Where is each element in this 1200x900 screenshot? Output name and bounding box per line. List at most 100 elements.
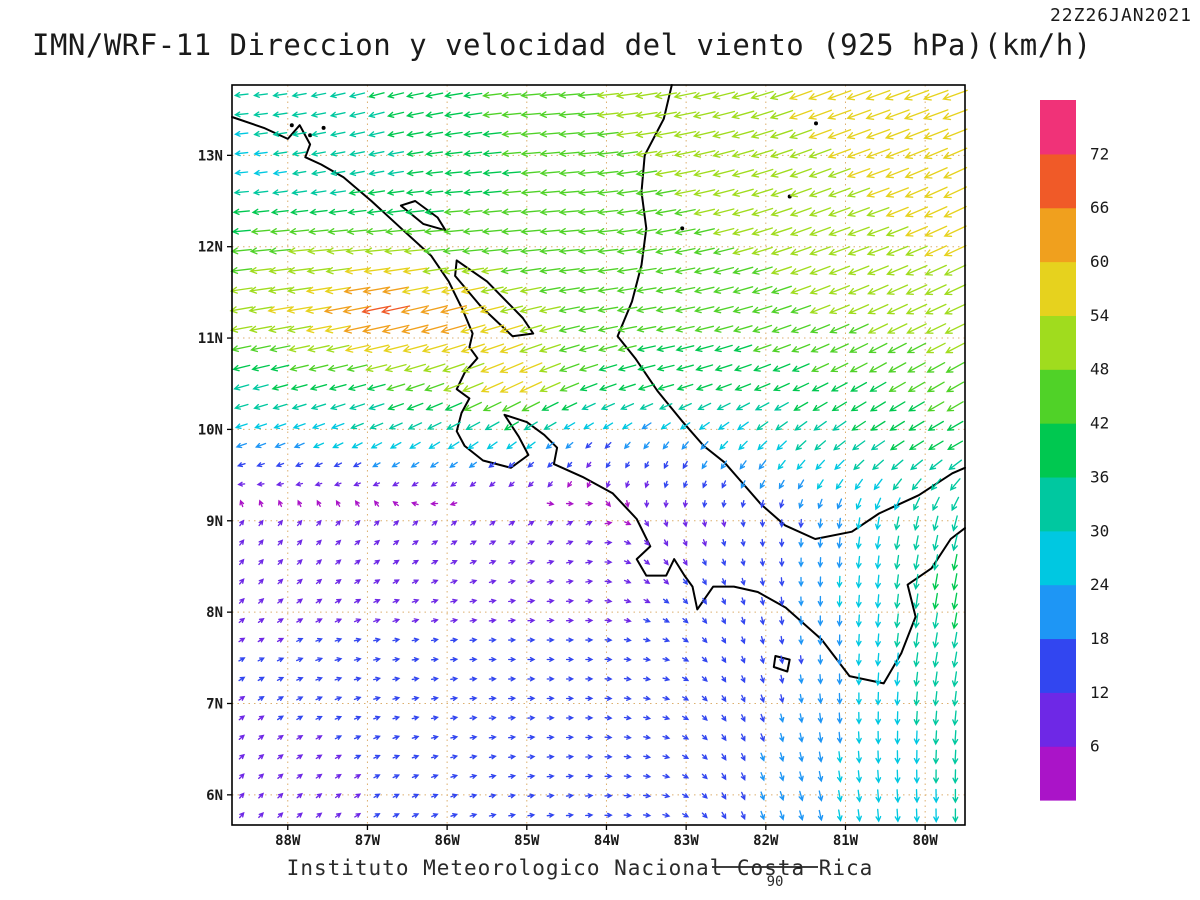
wind-arrow [798,655,804,665]
colorbar-segment [1040,692,1076,747]
wind-arrow [501,189,522,196]
wind-arrow [234,169,249,176]
wind-arrow [238,676,246,682]
wind-arrow [908,420,925,431]
colorbar-tick: 66 [1090,198,1109,217]
wind-arrow [913,515,920,532]
wind-arrow [539,169,561,177]
wind-arrow [253,403,268,410]
wind-arrow [808,207,832,217]
wind-arrow [307,247,330,255]
wind-arrow [257,715,265,721]
wind-arrow [616,267,638,275]
wind-arrow [913,554,920,571]
wind-arrow [913,671,920,687]
wind-arrow [372,481,381,487]
wind-arrow [296,676,304,682]
wind-arrow [421,343,447,354]
wind-arrow [367,111,385,118]
wind-arrow [450,481,457,487]
wind-arrow [392,481,400,487]
wind-arrow [721,519,727,528]
wind-arrow [539,227,561,235]
wind-arrow [943,264,967,276]
wind-arrow [759,694,765,704]
wind-arrow [373,539,381,546]
wind-arrow [446,421,461,430]
wind-arrow [847,304,870,315]
wind-arrow [585,559,594,565]
wind-arrow [663,480,669,489]
wind-arrow [679,422,691,430]
wind-arrow [469,637,478,643]
wind-arrow [430,657,439,662]
wind-arrow [692,91,716,100]
wind-arrow [383,267,409,275]
wind-arrow [348,189,366,196]
wind-arrow [450,579,458,585]
wind-arrow [644,519,650,527]
wind-arrow [789,148,813,159]
wind-arrow [623,579,632,584]
wind-arrow [252,384,269,391]
wind-arrow [334,657,343,663]
wind-arrow [790,285,812,295]
wind-arrow [779,674,785,684]
wind-arrow [431,754,439,760]
wind-arrow [875,711,882,726]
wind-arrow [343,286,371,295]
wind-arrow [307,345,330,353]
wind-arrow [431,813,439,818]
colorbar-tick: 6 [1090,737,1100,756]
wind-arrow [327,364,349,372]
wind-arrow [715,383,732,391]
wind-arrow [847,207,870,217]
wind-arrow [277,773,284,779]
wind-arrow [469,618,478,624]
wind-arrow [334,812,342,818]
wind-arrow [525,441,536,450]
wind-arrow [519,381,543,393]
wind-arrow [875,652,881,667]
colorbar-segment [1040,261,1076,316]
wind-arrow [662,754,671,760]
wind-arrow [702,558,707,567]
wind-arrow [499,324,524,334]
wind-arrow [740,791,746,801]
wind-arrow [503,421,519,431]
wind-arrow [922,89,949,101]
wind-arrow [779,810,785,821]
wind-arrow [234,150,249,157]
wind-arrow [635,169,658,177]
wind-arrow [488,579,497,585]
wind-arrow [441,343,466,354]
wind-arrow [373,793,381,799]
wind-arrow [231,228,251,235]
wind-arrow [463,150,483,157]
wind-arrow [488,715,497,721]
wind-arrow [739,460,747,470]
wind-arrow [643,598,651,604]
wind-arrow [499,381,524,393]
wind-arrow [693,169,716,178]
wind-arrow [238,637,246,643]
wind-arrow [297,499,303,508]
wind-arrow [250,345,271,353]
wind-arrow [450,754,459,760]
wind-arrow [565,676,575,682]
wind-arrow [867,303,889,315]
wind-arrow [546,793,555,799]
wind-arrow [480,362,504,373]
wind-arrow [229,306,254,314]
colorbar-segment [1040,100,1076,155]
wind-arrow [559,382,580,392]
wind-arrow [488,618,497,624]
wind-arrow [951,573,958,591]
wind-arrow [295,481,304,487]
wind-arrow [682,734,690,740]
wind-arrow [577,306,600,314]
wind-arrow [444,150,463,157]
wind-arrow [277,539,284,546]
wind-arrow [770,227,793,237]
